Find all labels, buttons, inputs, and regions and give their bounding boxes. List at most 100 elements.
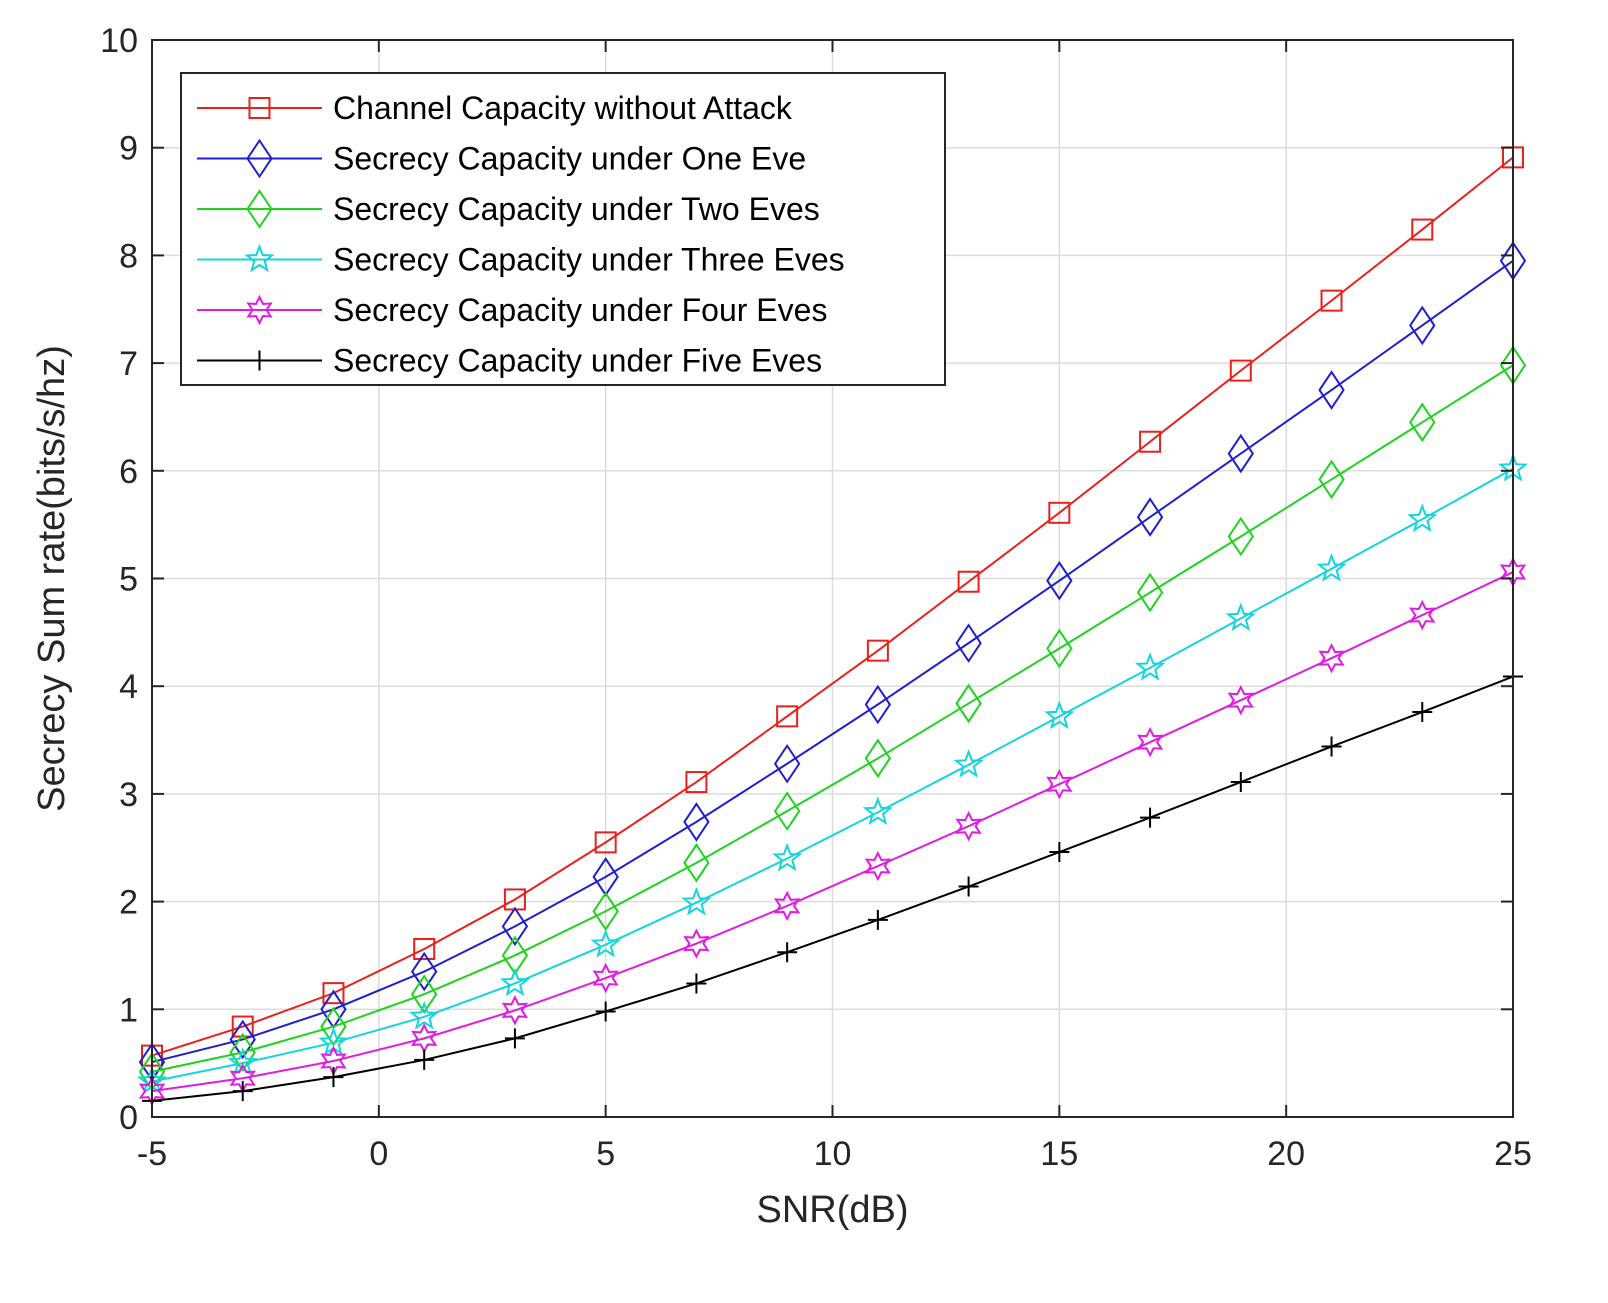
series-6-point: [414, 1049, 435, 1070]
series-4-point: [1225, 602, 1256, 632]
series-1-point: [1048, 501, 1071, 524]
legend-marker: [246, 138, 273, 179]
series-5-point: [1136, 726, 1164, 758]
series-3-point: [320, 1006, 347, 1047]
series-2-point: [955, 623, 982, 663]
series-3-point: [1046, 628, 1073, 669]
series-2-point: [410, 951, 438, 992]
series-3-point: [1227, 516, 1255, 557]
legend-marker: [246, 294, 273, 326]
series-3-point: [773, 791, 801, 831]
series-2-point: [1318, 370, 1345, 410]
series-1-point: [1320, 289, 1343, 312]
series-3-point: [1409, 402, 1436, 443]
legend: Channel Capacity without Attack Secrecy C…: [180, 72, 946, 386]
series-1-point: [594, 831, 617, 854]
series-2-point: [683, 802, 710, 842]
series-6-point: [504, 1028, 525, 1049]
legend-label: Secrecy Capacity under Two Eves: [333, 191, 820, 227]
series-6-point: [1049, 842, 1070, 863]
series-6-point: [958, 876, 979, 897]
legend-marker: [246, 189, 273, 229]
series-1-point: [957, 570, 980, 593]
legend-label: Secrecy Capacity under Three Eves: [333, 242, 845, 278]
series-1-point: [322, 982, 345, 1005]
series-2-line: [151, 259, 1514, 1064]
series-5-point: [1318, 642, 1345, 674]
x-tick-label: 20: [1267, 1135, 1305, 1173]
series-6-line: [151, 675, 1514, 1102]
y-tick-label: 4: [119, 668, 138, 706]
series-4: [136, 452, 1529, 1095]
legend-label: Secrecy Capacity under Four Eves: [333, 292, 827, 328]
series-1-point: [1139, 430, 1162, 453]
x-tick-label: 10: [814, 1135, 852, 1173]
series-3-point: [229, 1032, 256, 1073]
x-tick-label: 25: [1494, 1135, 1532, 1173]
series-5: [138, 556, 1527, 1107]
x-axis-title: SNR(dB): [756, 1189, 908, 1231]
series-4-point: [590, 928, 621, 958]
y-tick-label: 5: [119, 561, 138, 599]
series-6-point: [1140, 807, 1161, 828]
series-3-point: [864, 738, 892, 779]
series-2-point: [1136, 497, 1164, 537]
series-5-point: [592, 962, 619, 994]
series-3-point: [683, 843, 710, 883]
series-3-line: [151, 364, 1514, 1073]
series-2-point: [501, 906, 529, 947]
series-3-point: [955, 683, 982, 724]
series-3-point: [501, 935, 529, 976]
series-5-point: [864, 850, 892, 882]
y-tick-label: 2: [119, 884, 138, 922]
series-1-point: [776, 705, 799, 728]
y-tick-label: 9: [119, 130, 138, 168]
y-tick-label: 0: [119, 1099, 138, 1137]
legend-item-2: Secrecy Capacity under One Eve: [197, 138, 806, 179]
y-tick-label: 1: [119, 991, 138, 1029]
y-tick-label: 10: [100, 22, 138, 60]
legend-marker: [244, 243, 275, 273]
series-4-point: [1316, 552, 1347, 582]
legend-item-3: Secrecy Capacity under Two Eves: [197, 189, 820, 229]
series-6-point: [595, 1001, 616, 1022]
series-2-point: [773, 743, 801, 784]
legend-item-4: Secrecy Capacity under Three Eves: [197, 242, 845, 278]
series-4-point: [227, 1047, 258, 1076]
legend-marker: [249, 350, 270, 371]
series-5-point: [773, 890, 801, 922]
series-5-point: [1409, 599, 1436, 631]
y-tick-label: 8: [119, 237, 138, 275]
series-2-point: [864, 684, 892, 725]
series-2-point: [1409, 305, 1436, 346]
series-6-point: [1321, 736, 1342, 757]
legend-box: [180, 72, 946, 386]
y-axis-title: Secrecy Sum rate(bits/s/hz): [31, 345, 73, 812]
x-tick-label: 0: [369, 1135, 388, 1173]
series-6-point: [323, 1067, 344, 1088]
y-tick-label: 7: [119, 345, 138, 383]
series-6-point: [1230, 772, 1251, 793]
series-4-point: [862, 796, 893, 826]
legend-label: Secrecy Capacity under Five Eves: [333, 343, 822, 379]
series-4-point: [499, 967, 530, 997]
series-1-point: [866, 639, 889, 662]
series-4-line: [151, 467, 1514, 1083]
series-1-point: [413, 937, 436, 960]
series-6-point: [686, 973, 707, 994]
series-5-point: [501, 995, 529, 1026]
series-5-line: [151, 571, 1514, 1093]
x-tick-label: -5: [137, 1135, 167, 1173]
series-5-point: [1046, 768, 1073, 800]
series-2-point: [1046, 560, 1073, 601]
series-4-point: [1044, 700, 1075, 730]
series-1-point: [1229, 359, 1252, 382]
series-1-point: [1411, 218, 1434, 241]
y-tick-label: 3: [119, 776, 138, 814]
series-2-point: [229, 1019, 256, 1060]
legend-item-5: Secrecy Capacity under Four Eves: [197, 292, 827, 328]
series-1-point: [685, 771, 708, 794]
series-6-point: [777, 942, 798, 963]
series-4-point: [772, 842, 803, 872]
